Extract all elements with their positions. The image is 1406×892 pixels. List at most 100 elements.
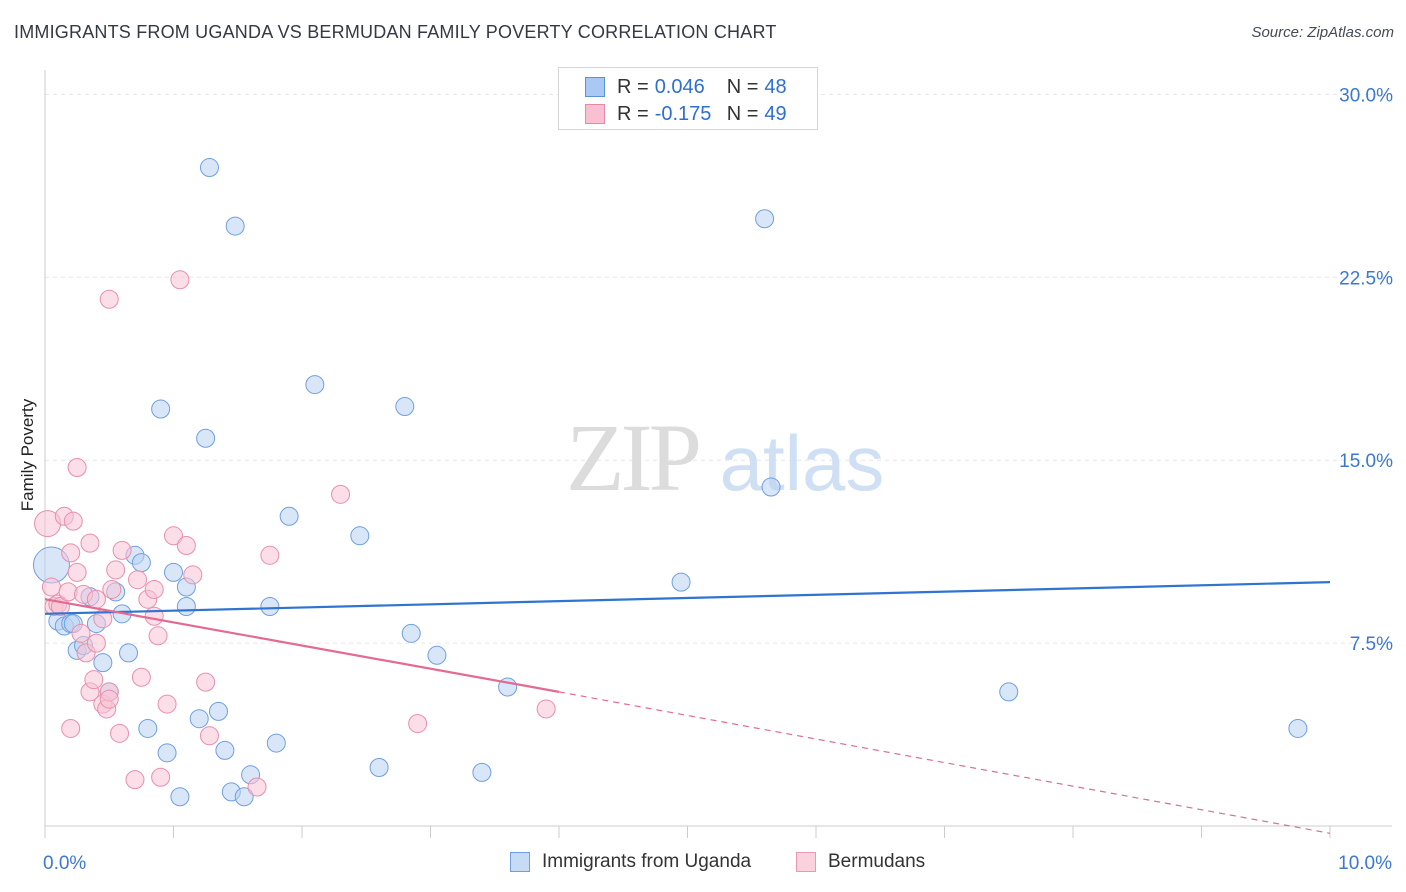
data-point	[63, 511, 83, 531]
data-point	[119, 643, 139, 663]
data-point	[196, 672, 216, 692]
data-point	[157, 694, 177, 714]
data-point	[247, 777, 267, 797]
data-point	[99, 689, 119, 709]
data-point	[279, 506, 299, 526]
data-point	[395, 397, 415, 417]
x-tick-label: 10.0%	[1338, 853, 1392, 874]
data-point	[176, 597, 196, 617]
r-label: R =	[617, 75, 649, 98]
legend-item-uganda[interactable]: Immigrants from Uganda	[510, 851, 751, 873]
data-point	[1288, 718, 1308, 738]
data-point	[999, 682, 1019, 702]
data-point	[41, 577, 61, 597]
trend-lines	[44, 581, 1331, 834]
legend-label-bermudans: Bermudans	[828, 851, 926, 872]
data-point	[208, 701, 228, 721]
data-point	[536, 699, 556, 719]
r-value: -0.175	[654, 102, 712, 125]
y-tick-label: 30.0%	[1339, 85, 1393, 106]
stats-swatch-bermudans	[585, 104, 605, 124]
trend-line-uganda	[44, 581, 1331, 615]
stats-row-uganda: R = 0.046 N = 48	[585, 75, 787, 99]
data-point	[305, 375, 325, 395]
data-point	[144, 579, 164, 599]
data-point	[148, 626, 168, 646]
data-point	[110, 723, 130, 743]
n-value: 49	[764, 102, 787, 125]
data-point	[61, 543, 81, 563]
data-point	[138, 718, 158, 738]
data-point	[369, 757, 389, 777]
chart-legend: Immigrants from Uganda Bermudans	[0, 851, 1406, 877]
trend-line-bermudans	[44, 598, 560, 693]
y-tick-label: 15.0%	[1339, 451, 1393, 472]
data-point	[170, 270, 190, 290]
data-point	[189, 709, 209, 729]
data-point	[61, 718, 81, 738]
data-point	[671, 572, 691, 592]
data-point	[266, 733, 286, 753]
axes	[44, 70, 1392, 838]
data-point	[350, 526, 370, 546]
x-tick-label: 0.0%	[43, 853, 86, 874]
y-tick-label: 22.5%	[1339, 268, 1393, 289]
r-value: 0.046	[654, 75, 705, 98]
data-point	[761, 477, 781, 497]
data-point	[199, 158, 219, 178]
data-point	[151, 767, 171, 787]
data-point	[86, 633, 106, 653]
data-point	[106, 560, 126, 580]
data-point	[128, 570, 148, 590]
data-point	[112, 540, 132, 560]
legend-label-uganda: Immigrants from Uganda	[542, 851, 752, 872]
data-point	[102, 579, 122, 599]
trend-line-extension	[558, 691, 1331, 834]
data-point	[84, 670, 104, 690]
data-point	[71, 623, 91, 643]
data-point	[176, 536, 196, 556]
data-point	[151, 399, 171, 419]
chart-title: IMMIGRANTS FROM UGANDA VS BERMUDAN FAMIL…	[14, 22, 777, 42]
legend-swatch-bermudans	[796, 852, 816, 872]
watermark: ZIP atlas	[566, 404, 884, 511]
tick-labels: 7.5% 15.0% 22.5% 30.0% 0.0% 10.0%	[43, 85, 1393, 874]
legend-swatch-uganda	[510, 852, 530, 872]
data-point	[67, 562, 87, 582]
n-value: 48	[764, 75, 787, 98]
data-point	[99, 289, 119, 309]
data-point	[215, 740, 235, 760]
data-point	[260, 545, 280, 565]
legend-item-bermudans[interactable]: Bermudans	[796, 851, 925, 873]
y-tick-label: 7.5%	[1350, 634, 1393, 655]
data-point	[164, 562, 183, 582]
n-label: N =	[726, 75, 759, 98]
data-point	[472, 762, 492, 782]
data-point	[131, 553, 151, 573]
data-point	[170, 787, 190, 807]
r-label: R =	[617, 102, 649, 125]
data-point	[401, 623, 421, 643]
data-point	[183, 565, 203, 585]
watermark-zip: ZIP	[566, 404, 699, 511]
watermark-atlas: atlas	[720, 419, 885, 507]
data-point	[234, 787, 254, 807]
data-point	[67, 458, 87, 478]
data-point	[225, 216, 245, 236]
stats-swatch-uganda	[585, 77, 605, 97]
series-bermudans	[34, 270, 556, 797]
data-point	[80, 533, 100, 553]
data-point	[131, 667, 151, 687]
data-point	[93, 653, 113, 673]
data-point	[157, 743, 177, 763]
data-point	[196, 428, 216, 448]
grid	[45, 93, 1392, 644]
n-label: N =	[726, 102, 759, 125]
data-point	[86, 589, 106, 609]
chart-source: Source: ZipAtlas.com	[1251, 24, 1394, 41]
data-point	[125, 770, 145, 790]
data-point	[199, 726, 219, 746]
data-point	[427, 645, 447, 665]
stats-legend-box: R = 0.046 N = 48 R = -0.175 N = 49	[558, 67, 818, 130]
